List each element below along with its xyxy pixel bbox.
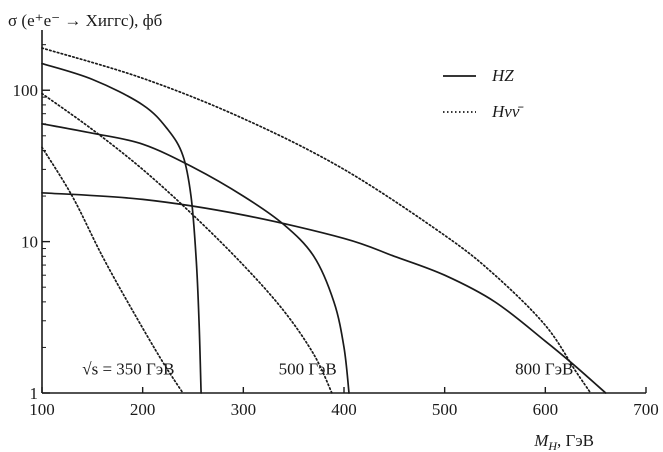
- y-axis-title: σ (e⁺e⁻ → Хиггс), фб: [8, 11, 162, 30]
- x-axis-title-sub: H: [547, 439, 558, 452]
- y-tick-label-1: 1: [30, 384, 39, 403]
- x-tick-label-400: 400: [331, 400, 357, 419]
- series-hz-800-gev: [41, 191, 607, 394]
- annotation-2: 800 ГэВ: [515, 360, 573, 379]
- series-layer: [41, 47, 607, 394]
- legend-label-hz: HZ: [491, 66, 514, 85]
- ticks-layer: 100 200 300 400 500 600 700 1 10 100: [13, 44, 659, 419]
- plot-area: 100 200 300 400 500 600 700 1 10 100: [13, 30, 659, 419]
- y-tick-label-10: 10: [21, 233, 38, 252]
- series-hvv-350-gev: [41, 146, 184, 394]
- series-hz-500-gev: [41, 122, 350, 394]
- x-tick-label-500: 500: [432, 400, 458, 419]
- y-tick-label-100: 100: [13, 81, 39, 100]
- x-axis-title-unit: , ГэВ: [557, 431, 594, 450]
- x-tick-label-100: 100: [29, 400, 55, 419]
- x-tick-label-600: 600: [533, 400, 559, 419]
- series-hvv-500-gev: [41, 92, 333, 394]
- annotation-1: 500 ГэВ: [279, 360, 337, 379]
- series-hz-350-gev: [41, 62, 202, 394]
- legend: HZ Hνν̄: [443, 66, 524, 121]
- legend-label-hvv: Hνν̄: [491, 102, 524, 121]
- series-hvv-800-gev: [41, 47, 592, 394]
- annotations: √s = 350 ГэВ 500 ГэВ 800 ГэВ: [82, 360, 573, 379]
- x-axis-title: MH, ГэВ: [533, 431, 594, 452]
- annotation-0: √s = 350 ГэВ: [82, 360, 174, 379]
- x-axis-title-main: M: [533, 431, 549, 450]
- x-tick-label-300: 300: [231, 400, 257, 419]
- x-tick-label-700: 700: [633, 400, 659, 419]
- x-tick-label-200: 200: [130, 400, 156, 419]
